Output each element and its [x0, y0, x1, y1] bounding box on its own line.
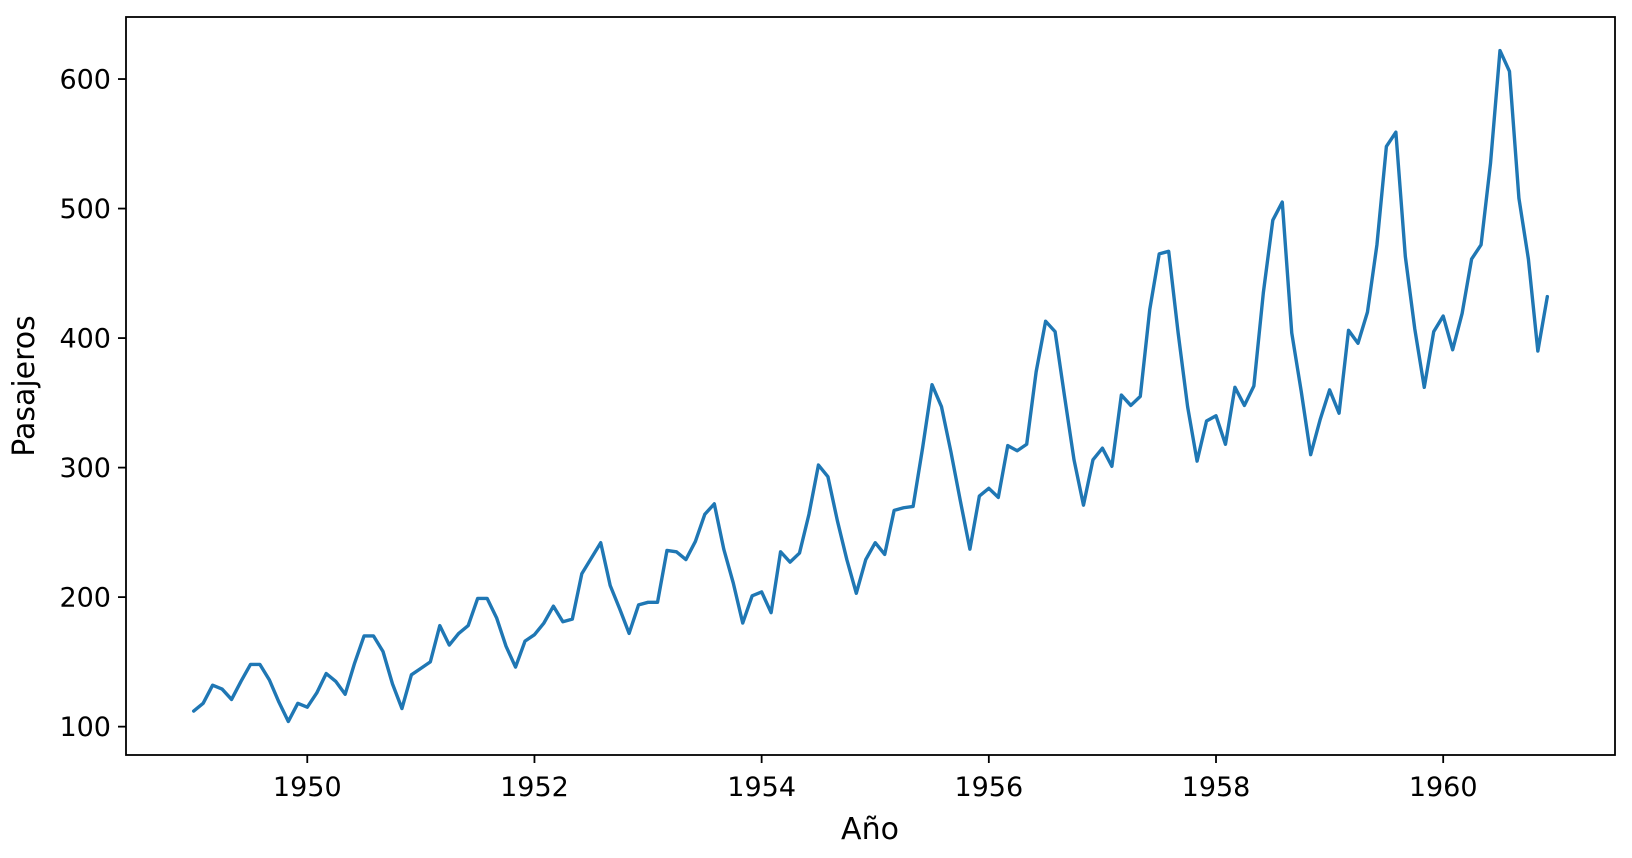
x-axis-label: Año — [841, 812, 899, 847]
y-axis-ticks: 100 200 300 400 500 600 — [59, 65, 126, 743]
y-tick-label: 200 — [59, 583, 111, 614]
x-tick-label: 1950 — [273, 772, 342, 803]
x-axis-ticks: 1950 1952 1954 1956 1958 1960 — [273, 755, 1478, 803]
x-tick-label: 1952 — [500, 772, 569, 803]
y-tick-label: 600 — [59, 65, 111, 96]
y-tick-label: 300 — [59, 453, 111, 484]
x-tick-label: 1958 — [1182, 772, 1251, 803]
y-tick-label: 500 — [59, 194, 111, 225]
passengers-line-series — [191, 48, 1550, 724]
y-axis-label: Pasajeros — [7, 315, 42, 457]
x-tick-label: 1956 — [954, 772, 1023, 803]
y-tick-label: 100 — [59, 712, 111, 743]
y-tick-label: 400 — [59, 324, 111, 355]
x-tick-label: 1954 — [727, 772, 796, 803]
plot-border — [125, 16, 1616, 756]
x-tick-label: 1960 — [1409, 772, 1478, 803]
